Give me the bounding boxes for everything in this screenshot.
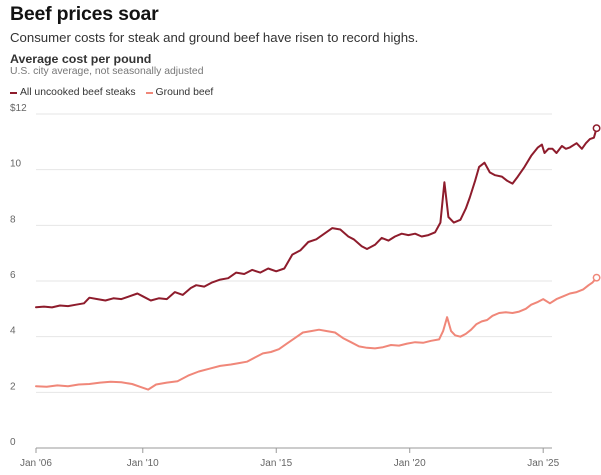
x-tick-label-2010: Jan '10	[127, 458, 159, 469]
legend-item-ground: Ground beef	[145, 87, 214, 98]
x-tick-label-2006: Jan '06	[20, 458, 52, 469]
legend-label-steaks: All uncooked beef steaks	[20, 87, 136, 98]
y-tick-label-12: $12	[10, 103, 27, 114]
series-line-steaks	[35, 127, 598, 309]
x-tick-label-2020: Jan '20	[394, 458, 426, 469]
y-tick-label-0: 0	[10, 437, 16, 448]
legend: All uncooked beef steaks Ground beef	[10, 87, 223, 98]
series-line-ground	[35, 276, 598, 391]
legend-label-ground: Ground beef	[155, 87, 214, 98]
legend-swatch-ground	[145, 91, 153, 94]
series-lines	[35, 127, 598, 391]
chart-title: Average cost per pound	[10, 52, 152, 66]
x-tick-label-2025: Jan '25	[527, 458, 559, 469]
legend-swatch-steaks	[10, 91, 17, 94]
legend-item-steaks: All uncooked beef steaks	[10, 87, 136, 98]
headline: Beef prices soar	[10, 3, 159, 25]
dek: Consumer costs for steak and ground beef…	[10, 30, 419, 45]
x-tick-label-2015: Jan '15	[260, 458, 292, 469]
y-tick-label-6: 6	[10, 270, 16, 281]
y-tick-label-4: 4	[10, 326, 16, 337]
chart-subtitle: U.S. city average, not seasonally adjust…	[10, 66, 204, 77]
end-marker-ground	[592, 273, 601, 282]
end-labels: $11.49$6.12	[592, 124, 601, 282]
y-tick-label-8: 8	[10, 214, 16, 225]
gridlines	[36, 113, 552, 449]
end-marker-steaks	[592, 124, 601, 133]
y-tick-label-2: 2	[10, 381, 16, 392]
axes: 0 2 4 6 8 10 $12 Jan '06 Jan '10 Jan '15 Jan '20 Ja…	[10, 103, 560, 469]
y-tick-label-10: 10	[10, 159, 22, 170]
